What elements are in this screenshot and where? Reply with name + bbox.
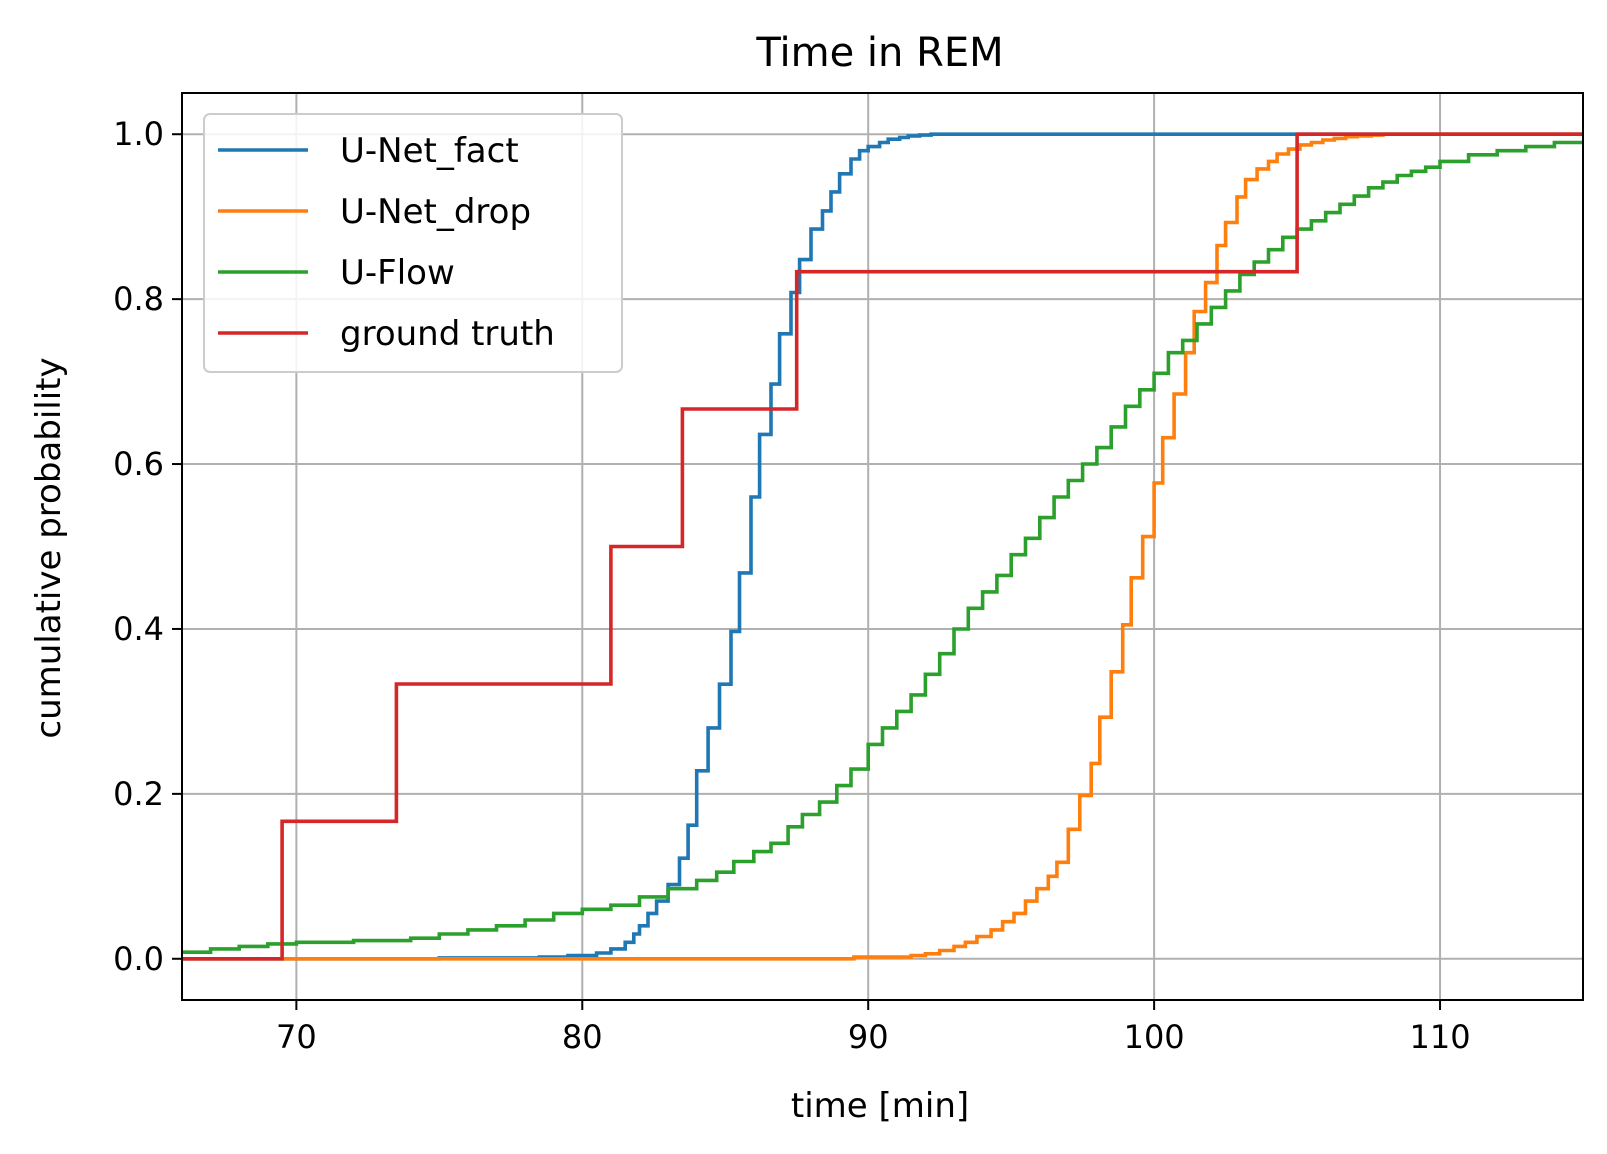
series-line-u-net-drop xyxy=(182,132,1583,961)
series-line-u-flow xyxy=(182,140,1583,954)
series-line-ground-truth xyxy=(182,132,1583,961)
y-tick-label: 0.8 xyxy=(113,280,164,318)
y-tick-label: 1.0 xyxy=(113,115,164,153)
legend-label: U-Flow xyxy=(340,253,455,293)
x-tick-label: 70 xyxy=(276,1018,317,1056)
y-tick-label: 0.6 xyxy=(113,445,164,483)
x-tick-label: 80 xyxy=(562,1018,603,1056)
plot-frame xyxy=(181,92,1584,1001)
y-tick-label: 0.2 xyxy=(113,775,164,813)
series-layer xyxy=(182,132,1583,961)
legend-label: U-Net_drop xyxy=(340,192,531,232)
legend-label: ground truth xyxy=(340,314,555,354)
axis-ticks: 70 80 90 100 110 0.0 0.2 0.4 0.6 0.8 1.0 xyxy=(113,115,1470,1056)
chart-title: Time in REM xyxy=(755,30,1003,76)
y-tick-label: 0.0 xyxy=(113,940,164,978)
legend: U-Net_fact U-Net_drop U-Flow ground truth xyxy=(203,113,623,373)
x-tick-label: 100 xyxy=(1124,1018,1185,1056)
x-tick-label: 90 xyxy=(848,1018,889,1056)
x-axis-label: time [min] xyxy=(791,1086,969,1126)
y-axis-label: cumulative probability xyxy=(29,357,69,738)
legend-box xyxy=(203,113,623,373)
legend-label: U-Net_fact xyxy=(340,131,519,171)
y-tick-label: 0.4 xyxy=(113,610,164,648)
x-tick-label: 110 xyxy=(1410,1018,1471,1056)
